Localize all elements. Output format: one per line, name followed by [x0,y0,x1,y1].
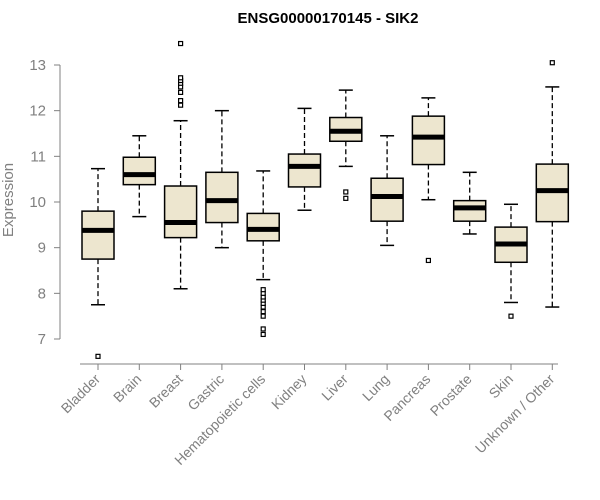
box-group [535,60,570,308]
x-tick-label: Skin [486,371,517,402]
box-iqr [122,156,157,186]
box-group [287,107,322,211]
outlier-point [343,195,349,201]
y-tick-label: 11 [30,148,46,165]
box-group [81,167,115,359]
outlier-point [260,287,266,293]
x-tick-label: Prostate [427,371,475,419]
box-group [370,135,404,247]
y-tick-label: 8 [38,285,46,302]
outlier-point [343,189,349,195]
box-iqr [81,210,115,260]
box-iqr [287,153,322,188]
box-iqr [452,199,487,222]
y-tick-label: 7 [38,331,46,348]
x-tick-label: Breast [146,371,186,411]
outlier-point [178,102,184,108]
box-group [452,171,487,235]
box-group [205,109,239,249]
x-tick-label: Lung [359,371,392,404]
outlier-point [178,75,184,81]
outlier-point [508,313,514,319]
box-group [494,203,528,319]
outlier-point [260,331,266,338]
box-group [246,170,280,338]
box-iqr [205,171,239,224]
box-group [329,89,363,201]
outlier-point [425,257,431,264]
outlier-point [178,98,184,104]
outlier-point [178,40,184,47]
box-group [122,135,157,218]
box-iqr [370,177,404,222]
outlier-point [95,353,101,359]
y-tick-label: 12 [29,103,46,120]
boxes [81,40,570,359]
y-tick-label: 13 [29,57,46,74]
y-axis-label: Expression [0,163,17,237]
box-group [411,97,446,264]
box-iqr [163,185,198,239]
outlier-point [260,309,266,315]
y-tick-label: 10 [29,194,46,211]
box-iqr [411,115,446,166]
x-tick-label: Bladder [58,371,104,417]
x-tick-label: Kidney [268,371,310,413]
outlier-point [260,326,266,332]
outlier-point [260,313,266,319]
x-tick-label: Liver [318,371,351,404]
box-group [163,40,198,290]
outlier-point [549,60,555,66]
y-tick-label: 9 [38,240,46,257]
chart-title: ENSG00000170145 - SIK2 [238,10,419,27]
x-tick-label: Brain [110,371,144,405]
y-ticks: 7 8 9 10 11 12 13 [29,57,60,348]
outlier-point [178,89,184,96]
